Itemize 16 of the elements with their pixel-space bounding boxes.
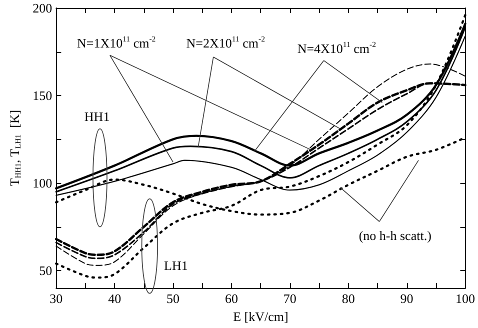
x-tick-label: 60 [224, 291, 238, 306]
x-tick-label: 40 [108, 291, 122, 306]
x-tick-label: 80 [342, 291, 355, 306]
annotation: LH1 [164, 258, 188, 273]
annotation: (no h-h scatt.) [358, 228, 432, 244]
y-tick-label: 200 [32, 0, 52, 16]
x-tick-label: 100 [456, 291, 475, 306]
x-tick-label: 30 [50, 291, 63, 306]
y-tick-label: 150 [32, 88, 52, 104]
y-tick-label: 50 [39, 263, 52, 278]
x-axis-title: E [kV/cm] [233, 309, 288, 324]
x-tick-label: 70 [283, 291, 296, 306]
x-tick-label: 50 [166, 291, 180, 306]
y-tick-label: 100 [32, 176, 52, 191]
annotation: HH1 [84, 109, 110, 124]
x-tick-label: 90 [400, 291, 414, 306]
